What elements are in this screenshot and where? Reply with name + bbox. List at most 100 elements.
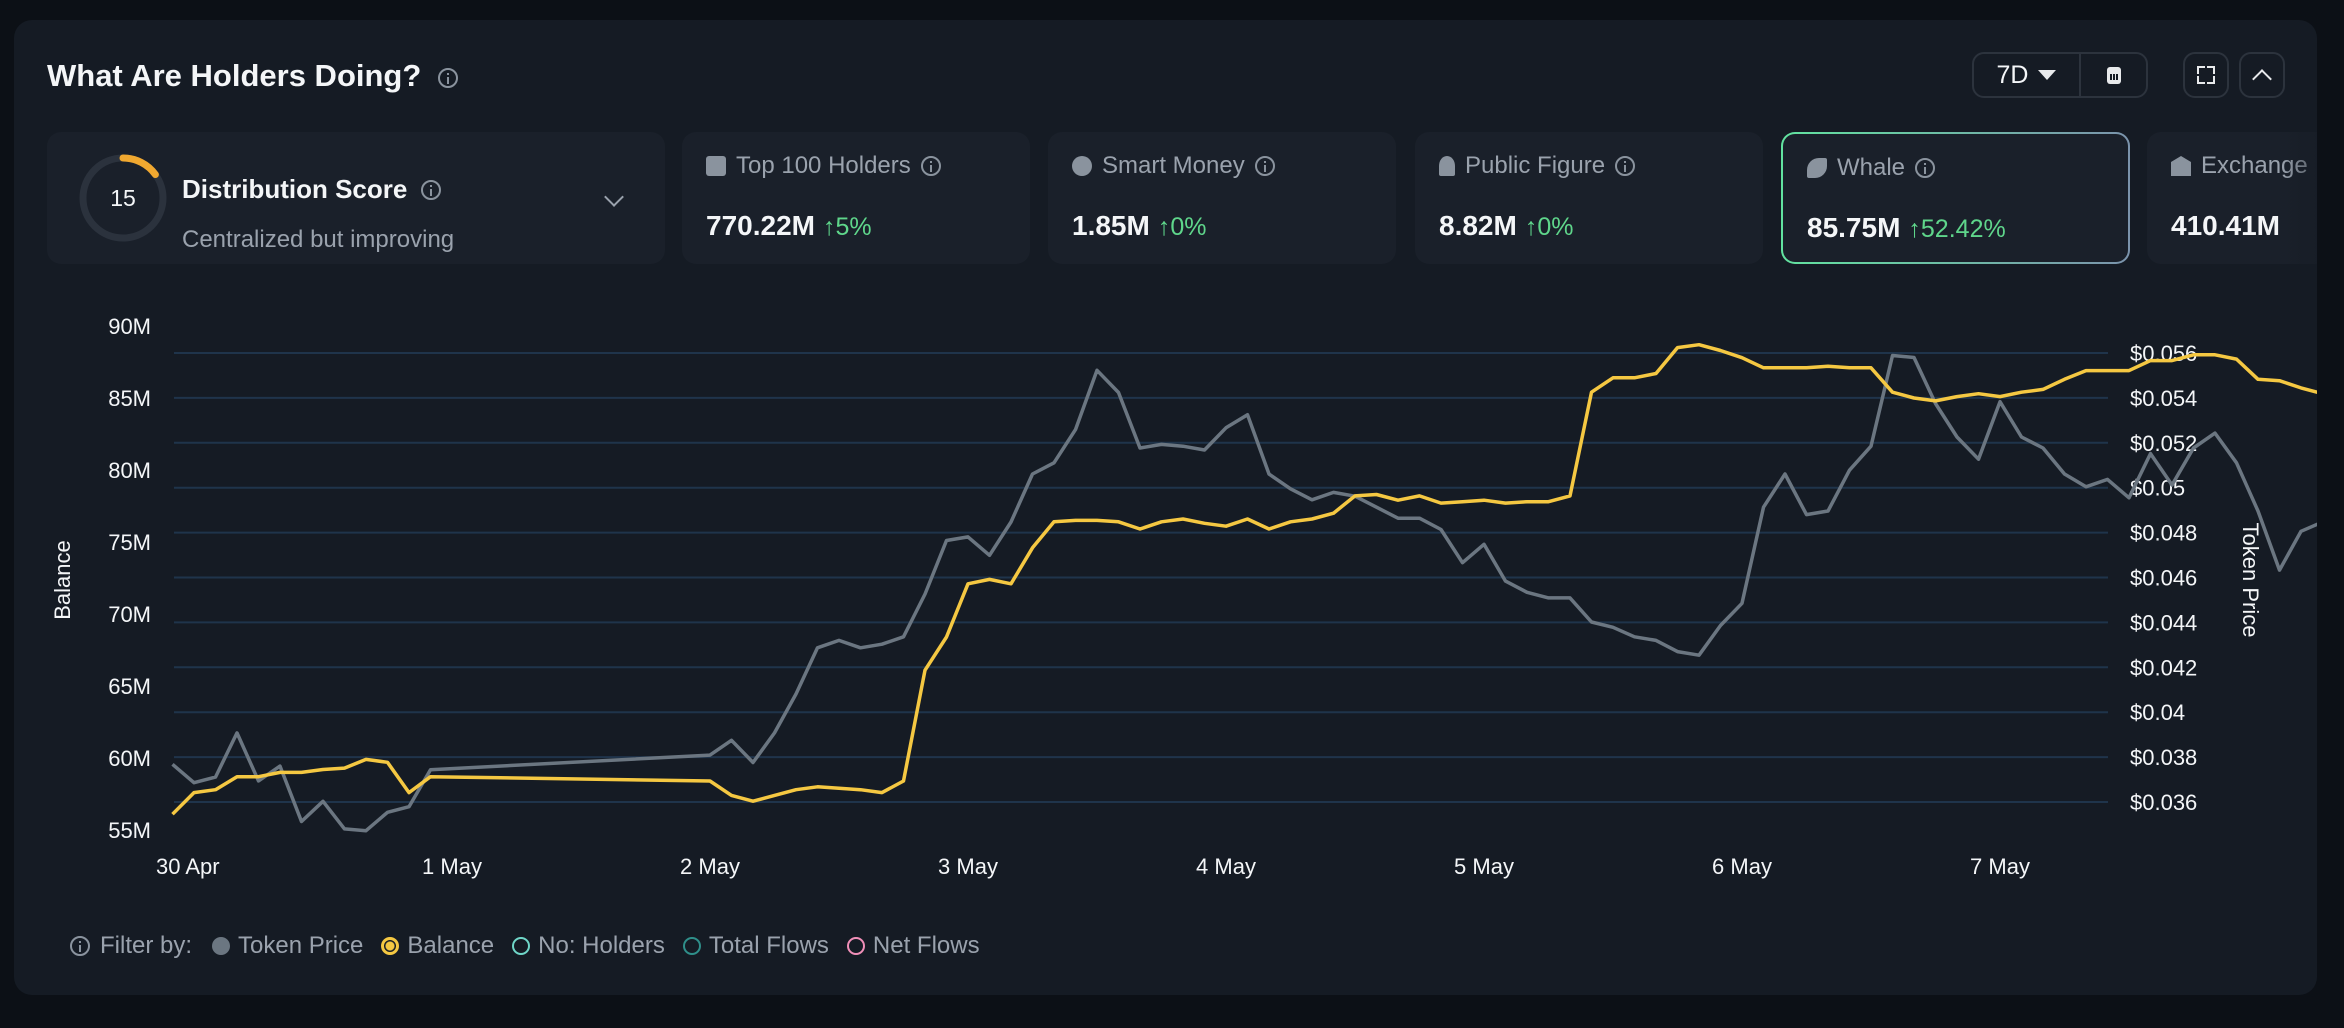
card-label-text: Smart Money bbox=[1102, 152, 1245, 179]
right-axis-tick: $0.04 bbox=[2130, 700, 2185, 725]
legend-filter-no-holders[interactable]: No: Holders bbox=[512, 932, 665, 960]
x-axis-tick: 2 May bbox=[680, 854, 740, 879]
distribution-subtitle: Centralized but improving bbox=[182, 226, 455, 253]
left-axis-label: Balance bbox=[50, 540, 75, 620]
speaker-icon bbox=[1439, 156, 1455, 176]
card-value-text: 8.82M bbox=[1439, 210, 1517, 241]
card-label-text: Top 100 Holders bbox=[736, 152, 911, 179]
card-label: Whale bbox=[1807, 154, 1936, 182]
legend-filter-total-flows[interactable]: Total Flows bbox=[682, 932, 829, 960]
card-label-text: Whale bbox=[1837, 154, 1906, 181]
info-icon[interactable] bbox=[1254, 156, 1275, 176]
card-value: 1.85M ↑0% bbox=[1072, 210, 1206, 242]
card-change: ↑0% bbox=[1158, 213, 1207, 241]
panel-title-text: What Are Holders Doing? bbox=[47, 58, 422, 93]
x-axis-tick: 1 May bbox=[422, 854, 482, 879]
card-change-value: 0% bbox=[1170, 213, 1207, 241]
distribution-title-text: Distribution Score bbox=[182, 174, 408, 204]
bank-icon bbox=[2171, 156, 2191, 176]
holder-card-top-100-holders[interactable]: Top 100 Holders 770.22M ↑5% bbox=[682, 132, 1030, 264]
holder-card-whale[interactable]: Whale 85.75M ↑52.42% bbox=[1781, 132, 2130, 264]
caret-down-icon bbox=[2038, 70, 2057, 80]
left-axis-tick: 85M bbox=[108, 386, 151, 411]
arrow-up-icon: ↑ bbox=[1908, 215, 1921, 243]
right-axis-tick: $0.052 bbox=[2130, 431, 2197, 456]
range-controls: 7D bbox=[1972, 52, 2148, 98]
x-axis-tick: 6 May bbox=[1712, 854, 1772, 879]
card-value-text: 770.22M bbox=[706, 210, 815, 241]
left-axis-tick: 80M bbox=[108, 458, 151, 483]
holders-chart: $0.056$0.054$0.052$0.05$0.048$0.046$0.04… bbox=[50, 314, 2317, 879]
card-value: 85.75M ↑52.42% bbox=[1807, 212, 2006, 244]
legend-filter-balance[interactable]: Balance bbox=[381, 932, 494, 960]
left-axis-tick: 90M bbox=[108, 314, 151, 339]
card-value: 410.41M bbox=[2171, 210, 2280, 242]
info-icon[interactable] bbox=[1915, 158, 1936, 178]
right-axis-tick: $0.054 bbox=[2130, 386, 2197, 411]
right-axis-tick: $0.046 bbox=[2130, 566, 2197, 591]
radio-dot-icon bbox=[381, 937, 400, 955]
series-line-balance bbox=[171, 342, 2317, 816]
distribution-score-card[interactable]: 15 Distribution Score Centralized but im… bbox=[47, 132, 665, 264]
card-label: Top 100 Holders bbox=[706, 152, 941, 180]
x-axis-tick: 4 May bbox=[1196, 854, 1256, 879]
info-icon[interactable] bbox=[920, 156, 941, 176]
card-change-value: 52.42% bbox=[1920, 215, 2006, 243]
card-change: ↑5% bbox=[823, 213, 872, 241]
legend-label: Balance bbox=[407, 932, 495, 959]
range-dropdown[interactable]: 7D bbox=[1974, 54, 2081, 96]
card-value: 770.22M ↑5% bbox=[706, 210, 872, 242]
x-axis-tick: 7 May bbox=[1970, 854, 2030, 879]
collapse-button[interactable] bbox=[2239, 52, 2285, 98]
left-axis-tick: 60M bbox=[108, 746, 151, 771]
x-axis-tick: 3 May bbox=[938, 854, 998, 879]
series-line-token-price bbox=[171, 353, 2317, 833]
info-icon[interactable] bbox=[437, 67, 458, 88]
whale-icon bbox=[1807, 158, 1827, 178]
legend-filter-token-price[interactable]: Token Price bbox=[212, 932, 363, 960]
right-axis-tick: $0.048 bbox=[2130, 521, 2197, 546]
legend: Filter by: Token Price Balance No: Holders… bbox=[70, 932, 998, 960]
card-change-value: 5% bbox=[835, 213, 872, 241]
legend-label: Token Price bbox=[238, 932, 364, 959]
card-value-text: 85.75M bbox=[1807, 212, 1901, 243]
legend-label: Net Flows bbox=[872, 932, 980, 959]
card-label: Smart Money bbox=[1072, 152, 1275, 180]
ring-dot-icon bbox=[846, 937, 865, 955]
range-value: 7D bbox=[1996, 60, 2029, 89]
info-icon[interactable] bbox=[70, 936, 90, 956]
calendar-icon bbox=[2106, 66, 2121, 84]
card-value-text: 1.85M bbox=[1072, 210, 1150, 241]
holder-card-smart-money[interactable]: Smart Money 1.85M ↑0% bbox=[1048, 132, 1396, 264]
card-label: Public Figure bbox=[1439, 152, 1636, 180]
card-value: 8.82M ↑0% bbox=[1439, 210, 1573, 242]
holders-panel: What Are Holders Doing? 7D 15 Distributi… bbox=[14, 20, 2317, 995]
ring-dot-icon bbox=[682, 937, 701, 955]
filled-dot-icon bbox=[212, 937, 231, 955]
score-value: 15 bbox=[110, 185, 136, 211]
card-change: ↑52.42% bbox=[1908, 215, 2005, 243]
card-value-text: 410.41M bbox=[2171, 210, 2280, 241]
left-axis-tick: 55M bbox=[108, 818, 151, 843]
info-icon[interactable] bbox=[421, 179, 442, 200]
fullscreen-button[interactable] bbox=[2183, 52, 2229, 98]
left-axis-tick: 65M bbox=[108, 674, 151, 699]
x-axis-tick: 5 May bbox=[1454, 854, 1514, 879]
fullscreen-icon bbox=[2197, 66, 2215, 84]
ring-dot-icon bbox=[512, 937, 531, 955]
info-icon[interactable] bbox=[1615, 156, 1636, 176]
right-axis-tick: $0.044 bbox=[2130, 610, 2197, 635]
panel-title: What Are Holders Doing? bbox=[47, 58, 458, 94]
holder-card-public-figure[interactable]: Public Figure 8.82M ↑0% bbox=[1415, 132, 1763, 264]
legend-filter-net-flows[interactable]: Net Flows bbox=[846, 932, 980, 960]
right-axis-tick: $0.036 bbox=[2130, 790, 2197, 815]
distribution-title: Distribution Score bbox=[182, 174, 442, 205]
legend-prefix: Filter by: bbox=[100, 932, 193, 959]
arrow-up-icon: ↑ bbox=[1157, 213, 1171, 241]
legend-label: No: Holders bbox=[538, 932, 665, 959]
right-axis-tick: $0.042 bbox=[2130, 655, 2197, 680]
card-label-text: Public Figure bbox=[1465, 152, 1606, 179]
x-axis-tick: 30 Apr bbox=[156, 854, 220, 879]
calendar-button[interactable] bbox=[2081, 54, 2146, 96]
left-axis-tick: 70M bbox=[108, 602, 151, 627]
